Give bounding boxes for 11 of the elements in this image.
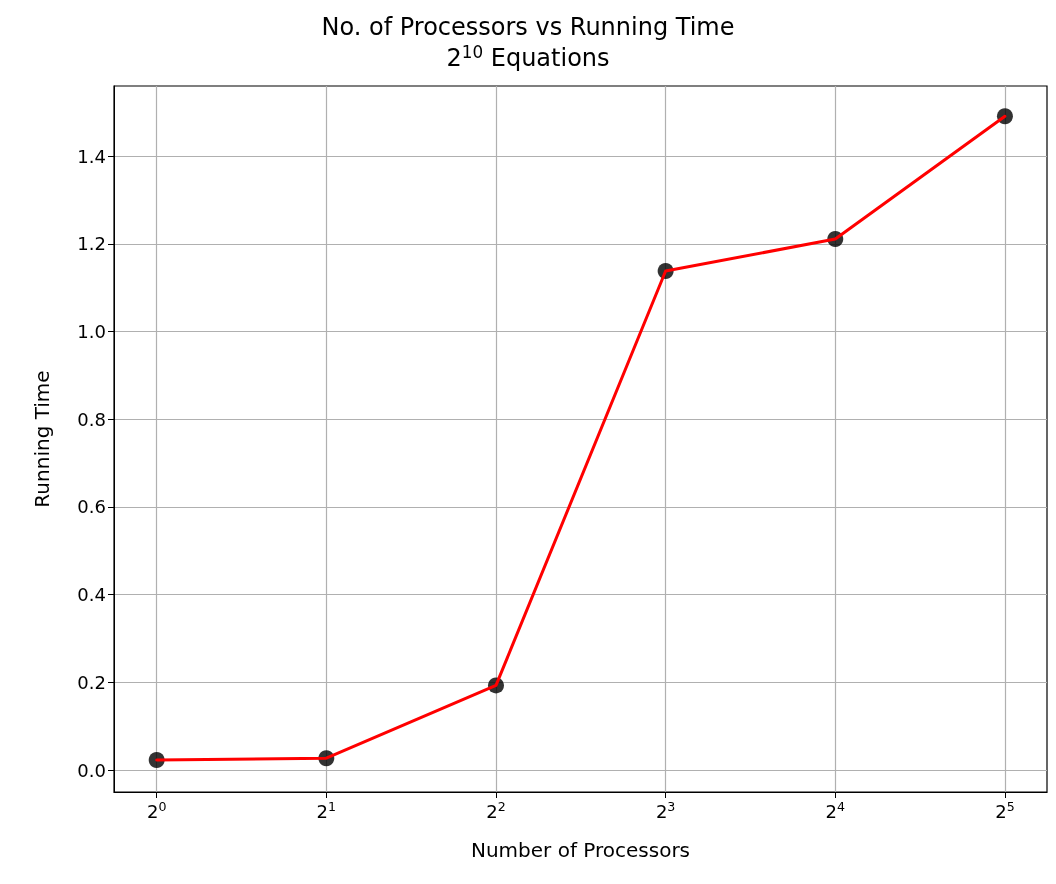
y-tick-label: 0.2 — [77, 671, 106, 693]
x-axis-title: Number of Processors — [470, 838, 691, 862]
y-tick-label: 0.4 — [77, 584, 106, 606]
y-tick-label: 1.2 — [77, 233, 106, 255]
y-axis-title: Running Time — [30, 370, 54, 508]
y-tick-label: 1.4 — [77, 145, 106, 167]
y-tick-label: 1.0 — [77, 321, 106, 343]
y-tick-label: 0.6 — [77, 496, 106, 518]
y-tick-label: 0.8 — [77, 408, 106, 430]
chart-title: No. of Processors vs Running Time — [321, 13, 735, 41]
y-tick-label: 0.0 — [77, 759, 106, 781]
